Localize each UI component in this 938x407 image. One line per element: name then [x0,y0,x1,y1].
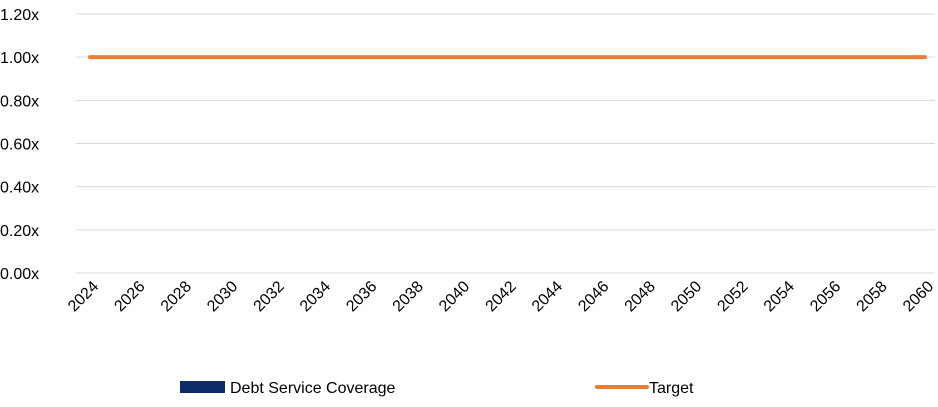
x-tick-label: 2060 [900,278,937,315]
legend-label: Debt Service Coverage [230,380,396,397]
x-tick-label: 2044 [529,278,566,315]
x-tick-label: 2038 [390,278,427,315]
y-axis-tick-labels: 0.00x 0.20x 0.40x 0.60x 0.80x 1.00x 1.20x [0,7,39,283]
legend-swatch-debt-service-coverage [180,381,225,393]
x-tick-label: 2024 [65,278,102,315]
x-tick-label: 2058 [854,278,891,315]
x-tick-label: 2028 [158,278,195,315]
x-tick-label: 2032 [251,278,288,315]
x-tick-label: 2046 [575,278,612,315]
y-tick-label: 0.80x [0,93,39,110]
x-tick-label: 2040 [436,278,473,315]
y-tick-label: 0.40x [0,180,39,197]
legend-label: Target [649,380,694,397]
y-tick-label: 1.00x [0,50,39,67]
x-tick-label: 2048 [622,278,659,315]
x-tick-label: 2042 [482,278,519,315]
x-tick-label: 2026 [111,278,148,315]
x-tick-label: 2050 [668,278,705,315]
x-tick-label: 2052 [714,278,751,315]
x-axis-tick-labels: 2024 2026 2028 2030 2032 2034 2036 2038 2040 2042… [65,278,937,315]
y-tick-label: 0.60x [0,137,39,154]
legend: Debt Service Coverage Target [180,380,694,397]
y-tick-label: 0.00x [0,266,39,283]
x-tick-label: 2036 [343,278,380,315]
x-tick-label: 2056 [807,278,844,315]
x-tick-label: 2030 [204,278,241,315]
gridlines [76,13,935,274]
x-tick-label: 2054 [761,278,798,315]
x-tick-label: 2034 [297,278,334,315]
y-tick-label: 0.20x [0,223,39,240]
y-tick-label: 1.20x [0,7,39,24]
